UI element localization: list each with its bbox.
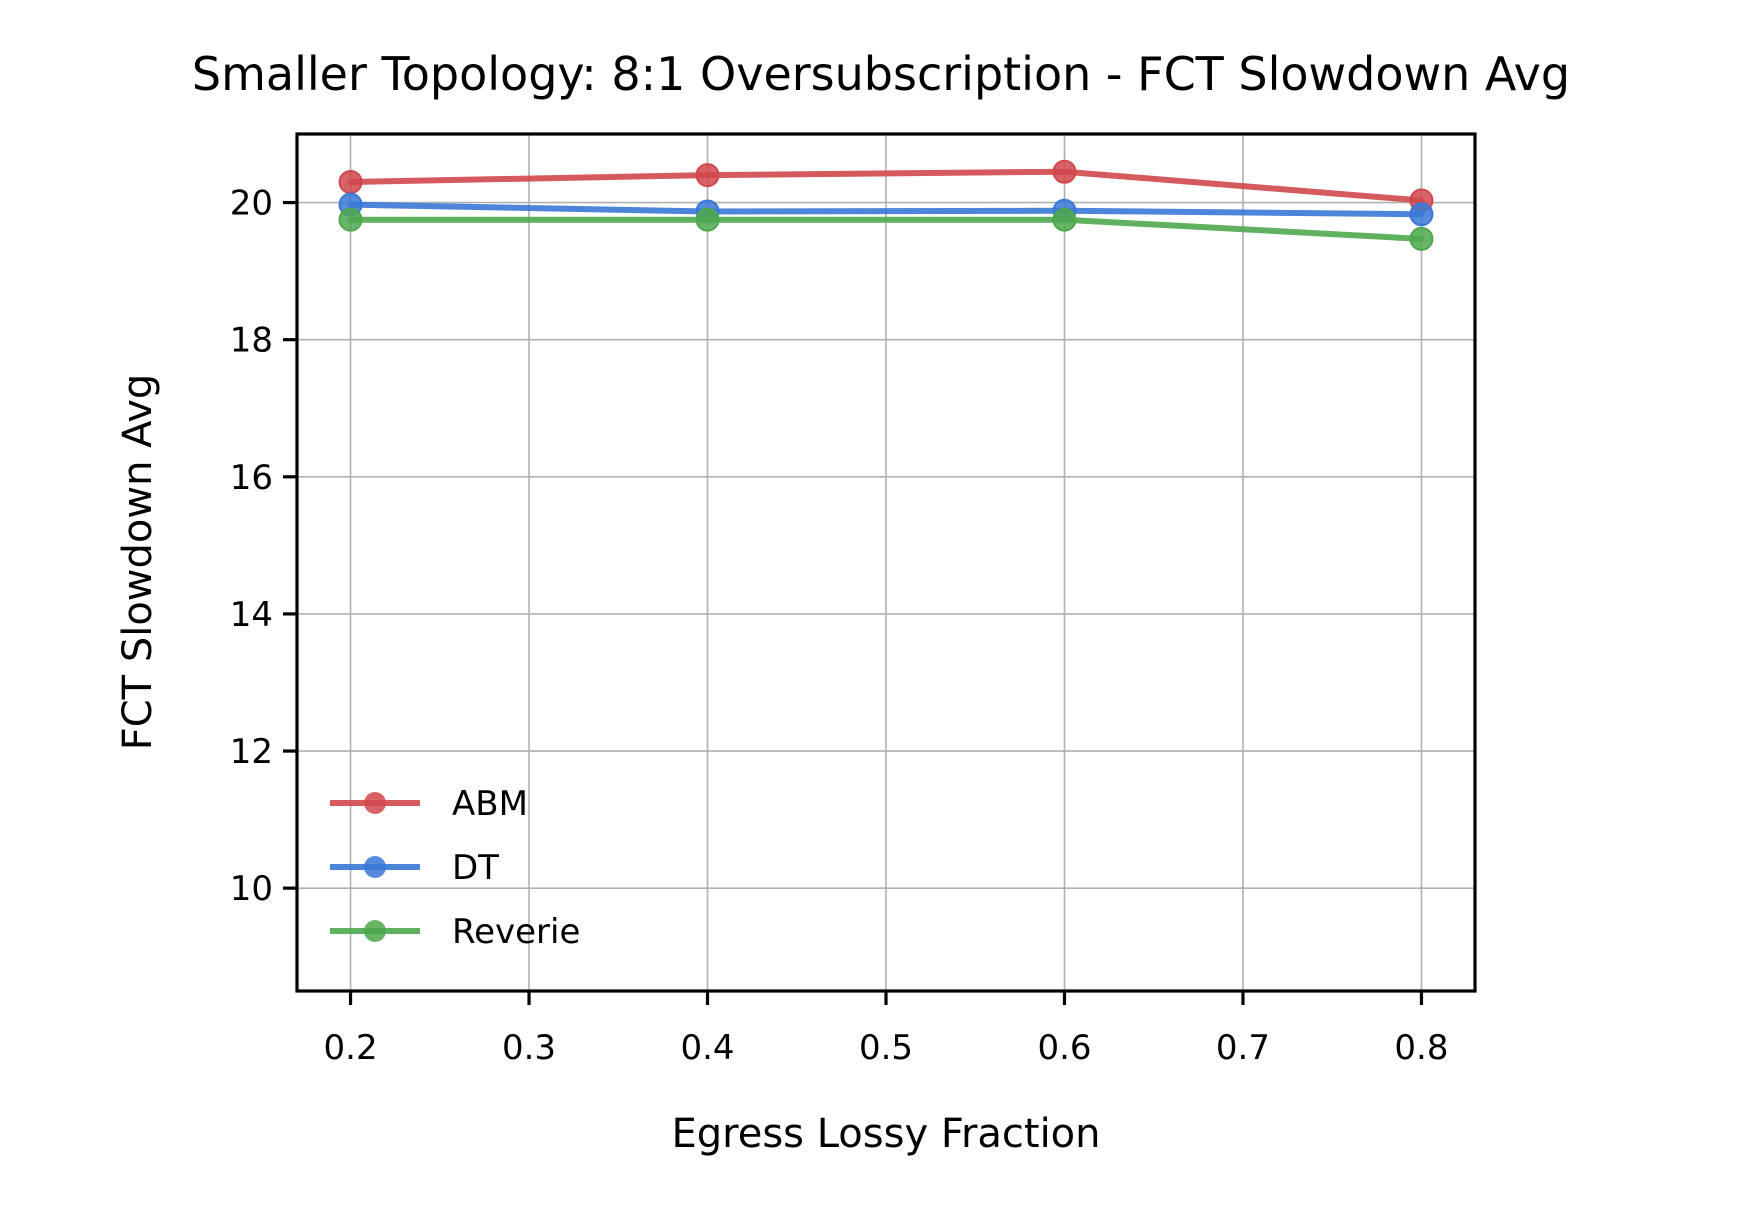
chart-title: Smaller Topology: 8:1 Oversubscription -… (192, 47, 1570, 101)
y-tick-label: 12 (230, 732, 273, 772)
data-point-abm (695, 163, 720, 188)
data-point-reverie (1052, 207, 1077, 232)
legend-label-dt: DT (452, 848, 499, 888)
y-tick-label: 14 (230, 595, 273, 635)
data-point-reverie (338, 207, 363, 232)
x-tick-label: 0.6 (1037, 1028, 1091, 1068)
x-tick-label: 0.4 (680, 1028, 734, 1068)
legend-label-abm: ABM (452, 784, 528, 824)
x-tick-label: 0.8 (1394, 1028, 1448, 1068)
grid-lines (297, 134, 1475, 991)
x-tick-label: 0.3 (502, 1028, 556, 1068)
data-point-abm (1052, 159, 1077, 184)
series-line-reverie (347, 216, 1425, 242)
x-axis-label: Egress Lossy Fraction (671, 1111, 1100, 1157)
legend-marker-abm (364, 792, 386, 814)
data-point-reverie (1409, 226, 1434, 251)
series-line-abm (347, 168, 1425, 204)
x-tick-label: 0.7 (1216, 1028, 1270, 1068)
y-axis-label: FCT Slowdown Avg (115, 374, 161, 751)
x-tick-label: 0.2 (324, 1028, 378, 1068)
y-tick-label: 20 (230, 184, 273, 224)
data-point-reverie (695, 207, 720, 232)
x-tick-label: 0.5 (859, 1028, 913, 1068)
y-tick-label: 16 (230, 458, 273, 498)
axis-ticks: 0.2 0.3 0.4 0.5 0.6 0.7 0.8 10 12 14 16 18 20 (230, 184, 1449, 1068)
legend-label-reverie: Reverie (452, 912, 580, 952)
y-tick-label: 10 (230, 869, 273, 909)
legend: ABM DT Reverie (330, 784, 580, 952)
data-point-abm (338, 169, 363, 194)
data-point-dt (1409, 202, 1434, 227)
series-line-dt (347, 201, 1425, 218)
series-lines (338, 159, 1434, 251)
legend-marker-reverie (364, 920, 386, 942)
legend-marker-dt (364, 856, 386, 878)
y-tick-label: 18 (230, 321, 273, 361)
